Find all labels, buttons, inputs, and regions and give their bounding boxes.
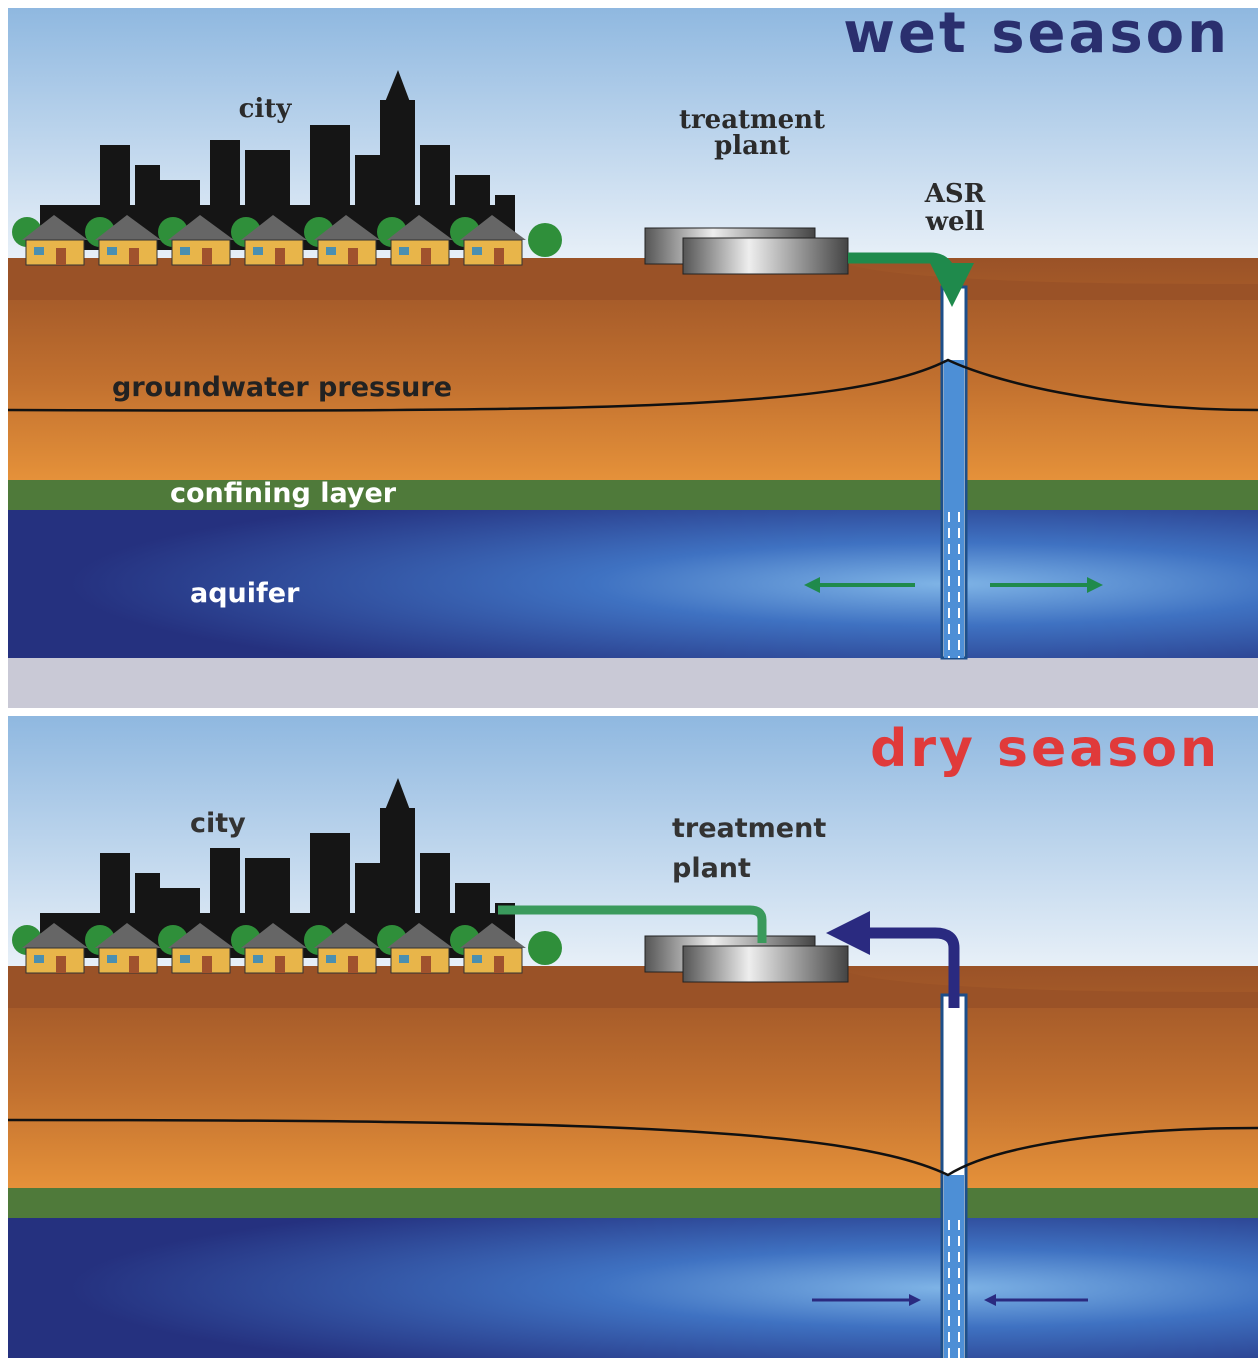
house-door <box>421 956 431 973</box>
confining-layer <box>8 1188 1258 1218</box>
house-roof <box>241 215 307 240</box>
well-water <box>944 360 964 658</box>
tank <box>682 945 849 983</box>
house-door <box>348 956 358 973</box>
city-label: city <box>239 94 293 124</box>
house-window <box>107 955 117 963</box>
confining-label: confining layer <box>170 478 397 509</box>
house-window <box>253 955 263 963</box>
house-roof <box>95 215 161 240</box>
house-door <box>494 248 504 265</box>
spire <box>385 778 410 810</box>
well-screen <box>948 512 960 658</box>
house-door <box>56 956 66 973</box>
house-roof <box>314 923 380 948</box>
inflow-pipe <box>848 252 974 307</box>
groundwater-line <box>7 1118 1259 1177</box>
house-window <box>399 247 409 255</box>
house-window <box>253 247 263 255</box>
house-door <box>56 248 66 265</box>
house-roof <box>314 215 380 240</box>
house-window <box>326 955 336 963</box>
house-roof <box>387 215 453 240</box>
house-door <box>129 248 139 265</box>
pressure-label: groundwater pressure <box>112 372 452 403</box>
house-roof <box>95 923 161 948</box>
wet-panel <box>7 8 1259 660</box>
outflow-pipe <box>826 911 960 1008</box>
city-label: city <box>190 808 246 839</box>
house-window <box>34 955 44 963</box>
house <box>25 947 85 974</box>
house-roof <box>168 215 234 240</box>
house-roof <box>22 215 88 240</box>
house-window <box>34 247 44 255</box>
house-door <box>494 956 504 973</box>
spire <box>385 70 410 102</box>
well-water <box>944 1175 964 1358</box>
house-roof <box>241 923 307 948</box>
house-window <box>107 247 117 255</box>
divider <box>8 658 1258 708</box>
well-label: well <box>925 207 985 237</box>
house-roof <box>22 923 88 948</box>
house-window <box>472 955 482 963</box>
house-window <box>326 247 336 255</box>
house-door <box>275 956 285 973</box>
house-roof <box>168 923 234 948</box>
groundwater-line <box>7 358 1259 412</box>
house-roof <box>460 923 526 948</box>
house-window <box>472 247 482 255</box>
tree <box>528 223 562 257</box>
aquifer <box>8 1218 1258 1358</box>
house-window <box>180 955 190 963</box>
house-roof <box>460 215 526 240</box>
well-screen <box>948 1220 960 1358</box>
confining-layer <box>8 480 1258 510</box>
dry-title: dry season <box>870 719 1220 779</box>
house-roof <box>387 923 453 948</box>
tree <box>528 931 562 965</box>
aquifer-label: aquifer <box>190 578 300 609</box>
house-window <box>399 955 409 963</box>
dry-panel <box>7 716 1259 1358</box>
house-door <box>275 248 285 265</box>
plant-label: plant <box>672 853 751 884</box>
house-door <box>129 956 139 973</box>
house-door <box>348 248 358 265</box>
well-label: ASR <box>924 179 986 209</box>
house <box>317 239 377 266</box>
plant-label: treatment <box>679 105 825 135</box>
tank <box>682 237 849 275</box>
house-door <box>202 248 212 265</box>
wet-title: wet season <box>843 1 1230 66</box>
house-door <box>202 956 212 973</box>
plant-label: treatment <box>672 813 826 844</box>
house-door <box>421 248 431 265</box>
supply-pipe <box>498 905 767 943</box>
plant-label: plant <box>714 131 790 161</box>
house-window <box>180 247 190 255</box>
